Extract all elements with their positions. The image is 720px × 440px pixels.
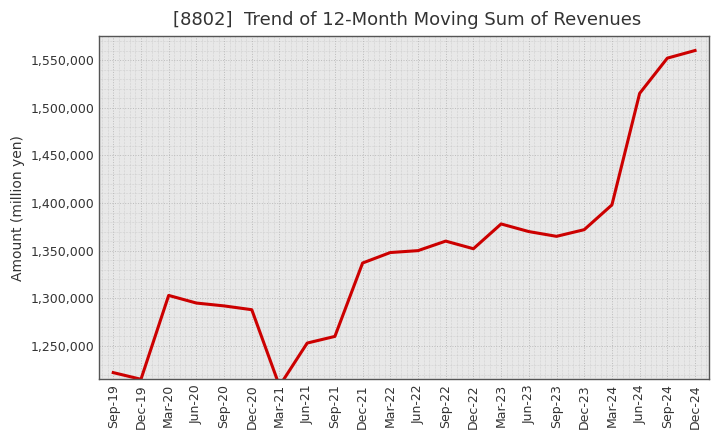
Text: [8802]  Trend of 12-Month Moving Sum of Revenues: [8802] Trend of 12-Month Moving Sum of R… (173, 11, 641, 29)
Y-axis label: Amount (million yen): Amount (million yen) (11, 135, 25, 281)
